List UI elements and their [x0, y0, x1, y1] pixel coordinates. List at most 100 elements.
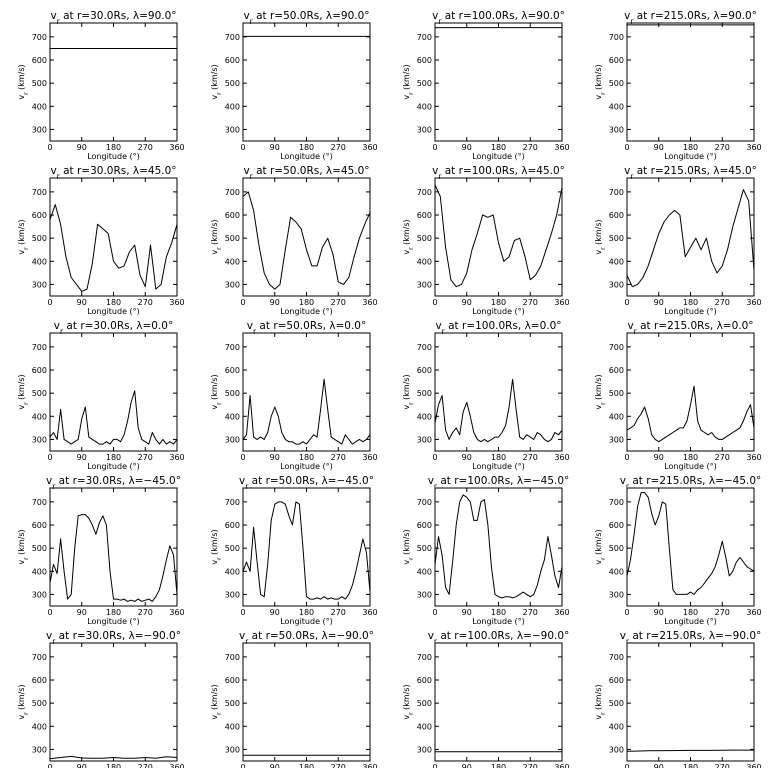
- x-tick-label: 360: [362, 143, 377, 152]
- x-tick-label: 270: [138, 763, 153, 768]
- x-tick-label: 180: [106, 143, 121, 152]
- x-tick-label: 0: [47, 143, 52, 152]
- x-tick-label: 270: [715, 453, 730, 462]
- x-axis-label: Longitude (°): [664, 307, 717, 316]
- x-axis-label: Longitude (°): [280, 462, 333, 471]
- x-tick-label: 180: [299, 143, 314, 152]
- y-tick-label: 600: [32, 56, 47, 65]
- x-tick-label: 360: [746, 763, 761, 768]
- y-tick-label: 600: [609, 676, 624, 685]
- y-tick-label: 500: [225, 389, 240, 398]
- x-tick-label: 90: [77, 763, 87, 768]
- y-tick-label: 400: [609, 567, 624, 576]
- plot-frame: [626, 642, 755, 762]
- y-axis-label: vr (km/s): [17, 684, 30, 719]
- x-axis-label: Longitude (°): [280, 152, 333, 161]
- x-tick-label: 180: [106, 608, 121, 617]
- y-axis-label: vr (km/s): [402, 64, 415, 99]
- x-axis-label: Longitude (°): [664, 617, 717, 626]
- x-tick-label: 90: [654, 453, 664, 462]
- y-tick-label: 300: [225, 125, 240, 134]
- y-axis-label: vr (km/s): [594, 219, 607, 254]
- y-tick-label: 700: [417, 33, 432, 42]
- y-tick-label: 300: [417, 745, 432, 754]
- x-tick-label: 90: [654, 608, 664, 617]
- x-tick-label: 180: [491, 143, 506, 152]
- x-axis-label: Longitude (°): [472, 307, 525, 316]
- x-tick-label: 270: [715, 143, 730, 152]
- y-tick-label: 500: [417, 699, 432, 708]
- y-tick-label: 500: [417, 234, 432, 243]
- x-tick-label: 0: [240, 763, 245, 768]
- x-tick-label: 270: [138, 298, 153, 307]
- x-tick-label: 360: [362, 608, 377, 617]
- x-axis-label: Longitude (°): [472, 617, 525, 626]
- panel-title: vr at r=215.0Rs, λ=0.0°: [627, 320, 753, 336]
- x-tick-label: 180: [683, 763, 698, 768]
- x-axis-label: Longitude (°): [664, 462, 717, 471]
- y-tick-label: 600: [32, 521, 47, 530]
- y-tick-label: 700: [225, 188, 240, 197]
- x-tick-label: 270: [715, 763, 730, 768]
- y-tick-label: 400: [225, 257, 240, 266]
- y-tick-label: 500: [225, 544, 240, 553]
- x-tick-label: 180: [491, 298, 506, 307]
- y-tick-label: 600: [225, 211, 240, 220]
- x-tick-label: 360: [746, 608, 761, 617]
- x-axis-label: Longitude (°): [87, 152, 140, 161]
- y-tick-label: 400: [417, 257, 432, 266]
- series-line: [242, 501, 371, 600]
- panel-title: vr at r=215.0Rs, λ=−45.0°: [620, 475, 762, 491]
- y-tick-label: 400: [417, 412, 432, 421]
- x-tick-label: 180: [683, 608, 698, 617]
- x-tick-label: 360: [169, 608, 184, 617]
- y-axis-label: vr (km/s): [210, 374, 223, 409]
- x-tick-label: 0: [240, 143, 245, 152]
- x-tick-label: 270: [331, 143, 346, 152]
- y-tick-label: 500: [609, 79, 624, 88]
- y-tick-label: 300: [417, 590, 432, 599]
- x-tick-label: 360: [554, 763, 569, 768]
- x-tick-label: 360: [169, 298, 184, 307]
- x-tick-label: 360: [554, 453, 569, 462]
- y-tick-label: 700: [417, 653, 432, 662]
- x-tick-label: 180: [683, 453, 698, 462]
- panel-title: vr at r=215.0Rs, λ=−90.0°: [620, 630, 762, 646]
- y-tick-label: 700: [609, 343, 624, 352]
- panel-title: vr at r=215.0Rs, λ=45.0°: [624, 165, 757, 181]
- x-tick-label: 180: [491, 763, 506, 768]
- y-axis-label: vr (km/s): [594, 64, 607, 99]
- x-axis-label: Longitude (°): [664, 152, 717, 161]
- y-axis-label: vr (km/s): [210, 64, 223, 99]
- x-tick-label: 0: [432, 763, 437, 768]
- y-tick-label: 600: [32, 366, 47, 375]
- x-tick-label: 360: [169, 143, 184, 152]
- y-tick-label: 500: [609, 699, 624, 708]
- x-tick-label: 270: [523, 608, 538, 617]
- y-tick-label: 300: [609, 745, 624, 754]
- x-tick-label: 270: [715, 298, 730, 307]
- panel-title: vr at r=100.0Rs, λ=−90.0°: [428, 630, 570, 646]
- y-axis-label: vr (km/s): [210, 684, 223, 719]
- y-tick-label: 300: [32, 745, 47, 754]
- x-tick-label: 90: [654, 298, 664, 307]
- y-tick-label: 700: [32, 343, 47, 352]
- x-tick-label: 0: [47, 453, 52, 462]
- y-tick-label: 400: [225, 567, 240, 576]
- x-tick-label: 0: [240, 608, 245, 617]
- y-tick-label: 700: [32, 498, 47, 507]
- x-tick-label: 90: [462, 608, 472, 617]
- y-tick-label: 400: [225, 412, 240, 421]
- x-tick-label: 0: [624, 453, 629, 462]
- y-tick-label: 400: [417, 722, 432, 731]
- y-tick-label: 300: [417, 280, 432, 289]
